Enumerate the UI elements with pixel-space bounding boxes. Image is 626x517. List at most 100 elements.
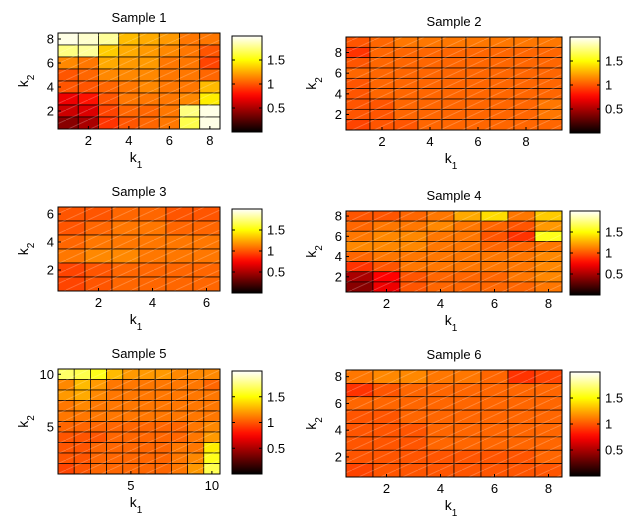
- panel-title: Sample 3: [112, 184, 167, 199]
- y-axis-label: k2: [15, 242, 37, 255]
- y-tick-label: 6: [47, 207, 54, 222]
- heatmap-panel-5: Sample 5 5 10 5 10 k1 k2: [15, 346, 221, 516]
- colorbar-tick-label: 1: [605, 78, 612, 93]
- y-tick-label: 4: [335, 249, 342, 264]
- x-tick-label: 6: [491, 296, 498, 311]
- colorbar: 0.5 1 1.5: [569, 210, 623, 296]
- y-tick-label: 4: [335, 423, 342, 438]
- x-tick-label: 8: [206, 133, 213, 148]
- x-axis-label: k1: [445, 497, 458, 517]
- x-tick-label: 6: [166, 133, 173, 148]
- colorbar-tick-label: 1: [605, 246, 612, 261]
- x-tick-label: 5: [127, 478, 134, 493]
- x-tick-label: 10: [205, 478, 219, 493]
- y-tick-label: 4: [47, 80, 54, 95]
- y-tick-label: 2: [335, 269, 342, 284]
- y-tick-label: 6: [335, 66, 342, 81]
- y-tick-label: 10: [40, 367, 54, 382]
- x-tick-label: 4: [149, 295, 156, 310]
- colorbar-gradient: [569, 36, 601, 134]
- colorbar-gradient: [569, 210, 601, 296]
- y-tick-label: 6: [47, 56, 54, 71]
- colorbar-tick-label: 1.5: [267, 223, 285, 238]
- y-tick-label: 2: [335, 107, 342, 122]
- colorbar-gradient: [231, 35, 263, 133]
- cell-hatch-overlay: [346, 370, 562, 477]
- x-tick-label: 2: [383, 296, 390, 311]
- y-tick-label: 8: [47, 32, 54, 47]
- y-tick-label: 6: [335, 396, 342, 411]
- colorbar-tick-label: 1: [267, 77, 274, 92]
- colorbar-tick-label: 0.5: [267, 265, 285, 280]
- axes-frame: [345, 369, 563, 478]
- y-tick-label: 8: [335, 45, 342, 60]
- panel-title: Sample 5: [112, 346, 167, 361]
- x-tick-label: 4: [437, 481, 444, 496]
- heatmap-panel-4: Sample 4 2 4 6 8 2 4 6 8 k1 k2: [303, 188, 563, 334]
- y-tick-label: 8: [335, 209, 342, 224]
- x-tick-label: 4: [426, 134, 433, 149]
- colorbar-tick-label: 1.5: [605, 391, 623, 406]
- y-tick-label: 4: [335, 86, 342, 101]
- colorbar: 0.5 1 1.5: [231, 370, 285, 475]
- cell-hatch-overlay: [58, 207, 220, 291]
- x-axis-label: k1: [445, 312, 458, 334]
- axes-frame: [345, 210, 563, 293]
- colorbar-tick-label: 1: [605, 417, 612, 432]
- panel-title: Sample 2: [427, 14, 482, 29]
- colorbar-tick-label: 1: [267, 415, 274, 430]
- x-tick-label: 4: [437, 296, 444, 311]
- y-axis-label: k2: [303, 245, 325, 258]
- x-tick-label: 8: [545, 481, 552, 496]
- colorbar: 0.5 1 1.5: [569, 36, 623, 134]
- colorbar-tick-label: 0.5: [605, 443, 623, 458]
- y-tick-label: 6: [335, 229, 342, 244]
- y-tick-label: 2: [47, 104, 54, 119]
- x-axis-label: k1: [445, 150, 458, 172]
- x-tick-label: 2: [378, 134, 385, 149]
- colorbar-gradient: [231, 370, 263, 475]
- colorbar-tick-label: 0.5: [605, 267, 623, 282]
- colorbar: 0.5 1 1.5: [231, 208, 285, 294]
- y-axis-label: k2: [303, 417, 325, 430]
- x-tick-label: 8: [545, 296, 552, 311]
- axes-frame: [57, 368, 221, 475]
- x-axis-label: k1: [130, 494, 143, 516]
- x-axis-label: k1: [130, 311, 143, 333]
- colorbar-tick-label: 1.5: [605, 54, 623, 69]
- y-tick-label: 4: [47, 235, 54, 250]
- y-axis-label: k2: [303, 77, 325, 90]
- colorbar-gradient: [231, 208, 263, 294]
- colorbar-tick-label: 1.5: [267, 53, 285, 68]
- cell-hatch-overlay: [346, 37, 562, 130]
- x-tick-label: 4: [125, 133, 132, 148]
- y-tick-label: 8: [335, 369, 342, 384]
- y-tick-label: 5: [47, 419, 54, 434]
- x-tick-label: 2: [85, 133, 92, 148]
- cell-hatch-overlay: [346, 211, 562, 292]
- x-tick-label: 2: [95, 295, 102, 310]
- x-tick-label: 6: [203, 295, 210, 310]
- colorbar-tick-label: 1.5: [605, 225, 623, 240]
- x-tick-label: 2: [383, 481, 390, 496]
- x-tick-label: 6: [491, 481, 498, 496]
- axes-frame: [57, 32, 221, 130]
- panel-title: Sample 6: [427, 347, 482, 362]
- axes-frame: [345, 36, 563, 131]
- y-axis-label: k2: [15, 74, 37, 87]
- colorbar-tick-label: 0.5: [605, 102, 623, 117]
- x-axis-label: k1: [130, 149, 143, 171]
- y-axis-label: k2: [15, 415, 37, 428]
- heatmap-panel-1: Sample 1 2 4 6 8 2 4 6 8 k1 k2: [15, 10, 221, 171]
- panel-title: Sample 1: [112, 10, 167, 25]
- heatmap-panel-6: Sample 6 2 4 6 8 2 4 6 8 k1 k2: [303, 347, 563, 517]
- cell-hatch-overlay: [58, 33, 220, 129]
- colorbar-tick-label: 0.5: [267, 101, 285, 116]
- axes-frame: [57, 206, 221, 292]
- colorbar-tick-label: 0.5: [267, 441, 285, 456]
- x-tick-label: 6: [474, 134, 481, 149]
- colorbar-gradient: [569, 371, 601, 477]
- heatmap-panel-2: Sample 2 2 4 6 8 2 4 6 8 k1 k2: [303, 14, 563, 172]
- colorbar: 0.5 1 1.5: [569, 371, 623, 477]
